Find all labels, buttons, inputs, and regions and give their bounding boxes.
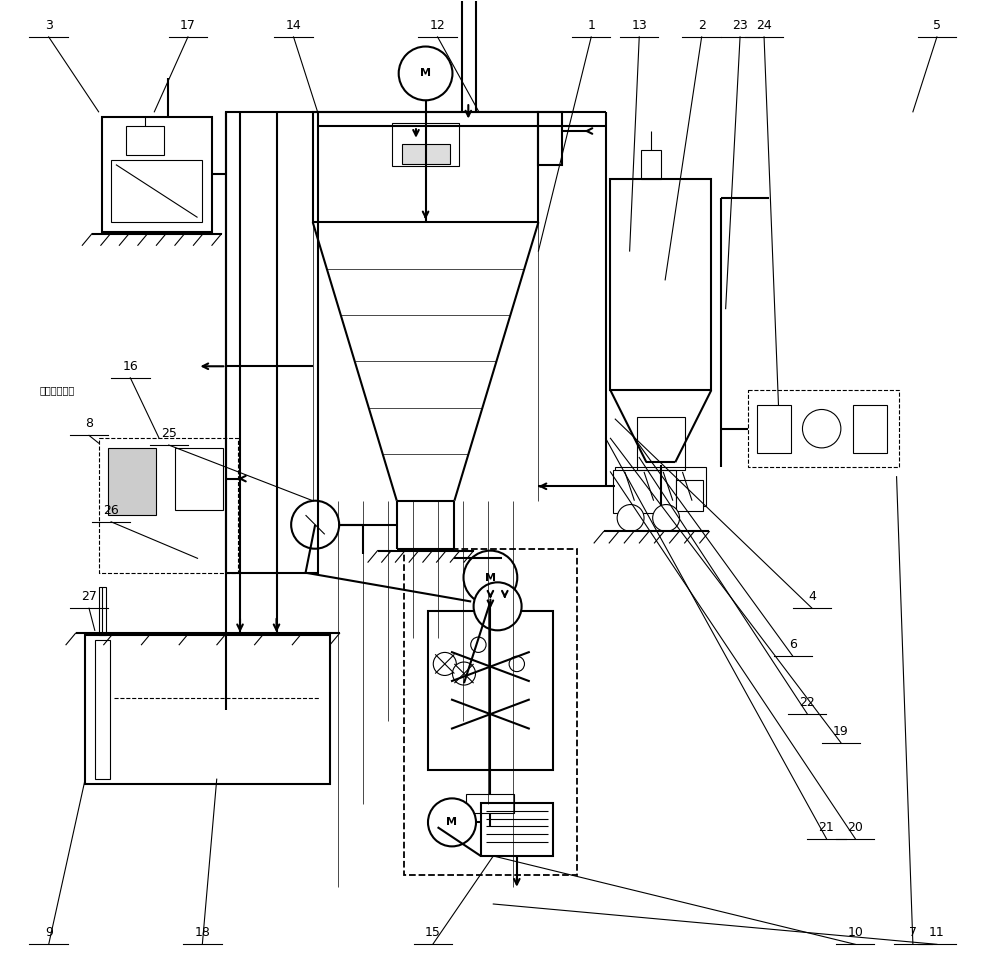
Text: 8: 8: [85, 417, 93, 430]
Circle shape: [802, 409, 841, 448]
Bar: [610, 179, 711, 390]
Bar: [99, 438, 238, 573]
Bar: [402, 144, 450, 164]
Bar: [99, 587, 106, 636]
Bar: [853, 404, 887, 453]
Text: 13: 13: [631, 19, 647, 32]
Bar: [102, 117, 212, 232]
Bar: [428, 612, 553, 769]
Bar: [466, 794, 514, 813]
Circle shape: [291, 501, 339, 549]
Text: 20: 20: [847, 820, 863, 834]
Bar: [538, 112, 562, 165]
Text: 10: 10: [847, 926, 863, 939]
Bar: [757, 404, 791, 453]
Bar: [313, 112, 538, 222]
Circle shape: [474, 583, 522, 631]
Circle shape: [509, 656, 524, 671]
Bar: [748, 390, 899, 467]
Bar: [226, 112, 318, 573]
Bar: [108, 448, 156, 515]
Text: 25: 25: [161, 427, 177, 440]
Text: 24: 24: [756, 19, 772, 32]
Bar: [95, 640, 110, 779]
Text: 27: 27: [81, 590, 97, 603]
Bar: [641, 150, 661, 179]
Text: 19: 19: [833, 725, 849, 738]
Text: 3: 3: [45, 19, 53, 32]
Bar: [392, 123, 459, 166]
Bar: [481, 803, 553, 856]
Bar: [404, 549, 577, 875]
Text: 9: 9: [45, 926, 53, 939]
Text: 6: 6: [789, 638, 797, 651]
Bar: [613, 470, 676, 513]
Text: 14: 14: [286, 19, 301, 32]
Text: 15: 15: [425, 926, 441, 939]
Bar: [85, 636, 330, 784]
Text: 21: 21: [819, 820, 834, 834]
Text: 7: 7: [909, 926, 917, 939]
Bar: [111, 160, 202, 222]
Circle shape: [452, 662, 476, 685]
Bar: [615, 467, 706, 506]
Text: 22: 22: [799, 696, 815, 709]
Circle shape: [617, 505, 644, 532]
Text: 5: 5: [933, 19, 941, 32]
Bar: [126, 126, 164, 155]
Circle shape: [428, 798, 476, 846]
Text: M: M: [446, 818, 457, 827]
Circle shape: [464, 551, 517, 605]
Text: 18: 18: [194, 926, 210, 939]
Text: 26: 26: [103, 504, 119, 517]
Text: 16: 16: [122, 360, 138, 373]
Circle shape: [399, 46, 452, 100]
Bar: [676, 480, 703, 511]
Text: M: M: [485, 573, 496, 583]
Circle shape: [433, 652, 456, 675]
Text: 17: 17: [180, 19, 196, 32]
Text: 12: 12: [430, 19, 445, 32]
Bar: [637, 417, 685, 470]
Text: M: M: [420, 68, 431, 78]
Text: 4: 4: [808, 590, 816, 603]
Bar: [175, 448, 223, 510]
Text: 到选矿厂返房: 到选矿厂返房: [39, 385, 74, 396]
Text: 23: 23: [732, 19, 748, 32]
Circle shape: [653, 505, 680, 532]
Text: 11: 11: [929, 926, 945, 939]
Circle shape: [471, 638, 486, 652]
Text: 2: 2: [698, 19, 706, 32]
Text: 1: 1: [587, 19, 595, 32]
